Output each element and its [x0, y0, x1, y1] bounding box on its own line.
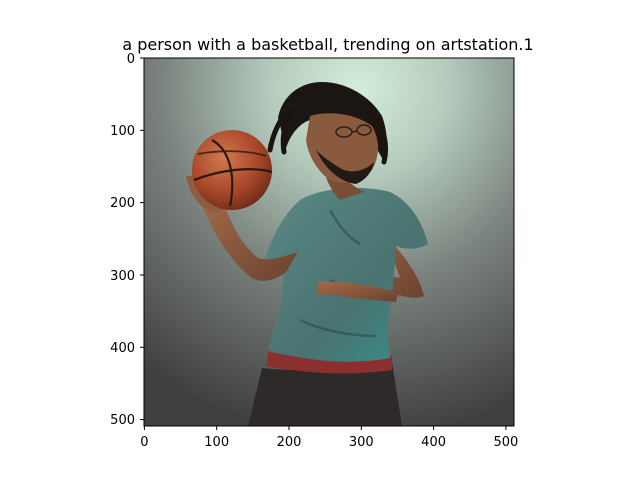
x-tick-label: 300	[349, 435, 374, 450]
y-tick-label: 300	[110, 269, 135, 284]
x-tick-label: 100	[204, 435, 229, 450]
y-tick-label: 500	[110, 413, 135, 428]
x-tick-label: 0	[140, 435, 148, 450]
y-tick-label: 400	[110, 341, 135, 356]
y-tick-label: 100	[110, 124, 135, 139]
dreadlocks	[267, 107, 389, 165]
forearm	[316, 281, 398, 302]
hair	[278, 82, 387, 162]
face	[306, 113, 378, 183]
x-axis: 0 100 200 300 400 500	[140, 426, 518, 450]
waistband	[266, 352, 392, 374]
y-axis: 0 100 200 300 400 500	[110, 52, 144, 428]
y-tick-label: 200	[110, 196, 135, 211]
shirt	[262, 187, 428, 362]
x-tick-label: 500	[493, 435, 518, 450]
x-tick-label: 200	[277, 435, 302, 450]
shorts	[248, 362, 402, 426]
y-tick-label: 0	[127, 52, 135, 67]
left-arm	[202, 196, 298, 281]
plot-frame	[143, 57, 515, 427]
x-tick-label: 400	[421, 435, 446, 450]
plot-title: a person with a basketball, trending on …	[122, 35, 533, 54]
beard	[316, 150, 374, 184]
glasses	[335, 124, 372, 138]
basketball-icon	[192, 130, 273, 210]
image-panel	[144, 58, 514, 426]
